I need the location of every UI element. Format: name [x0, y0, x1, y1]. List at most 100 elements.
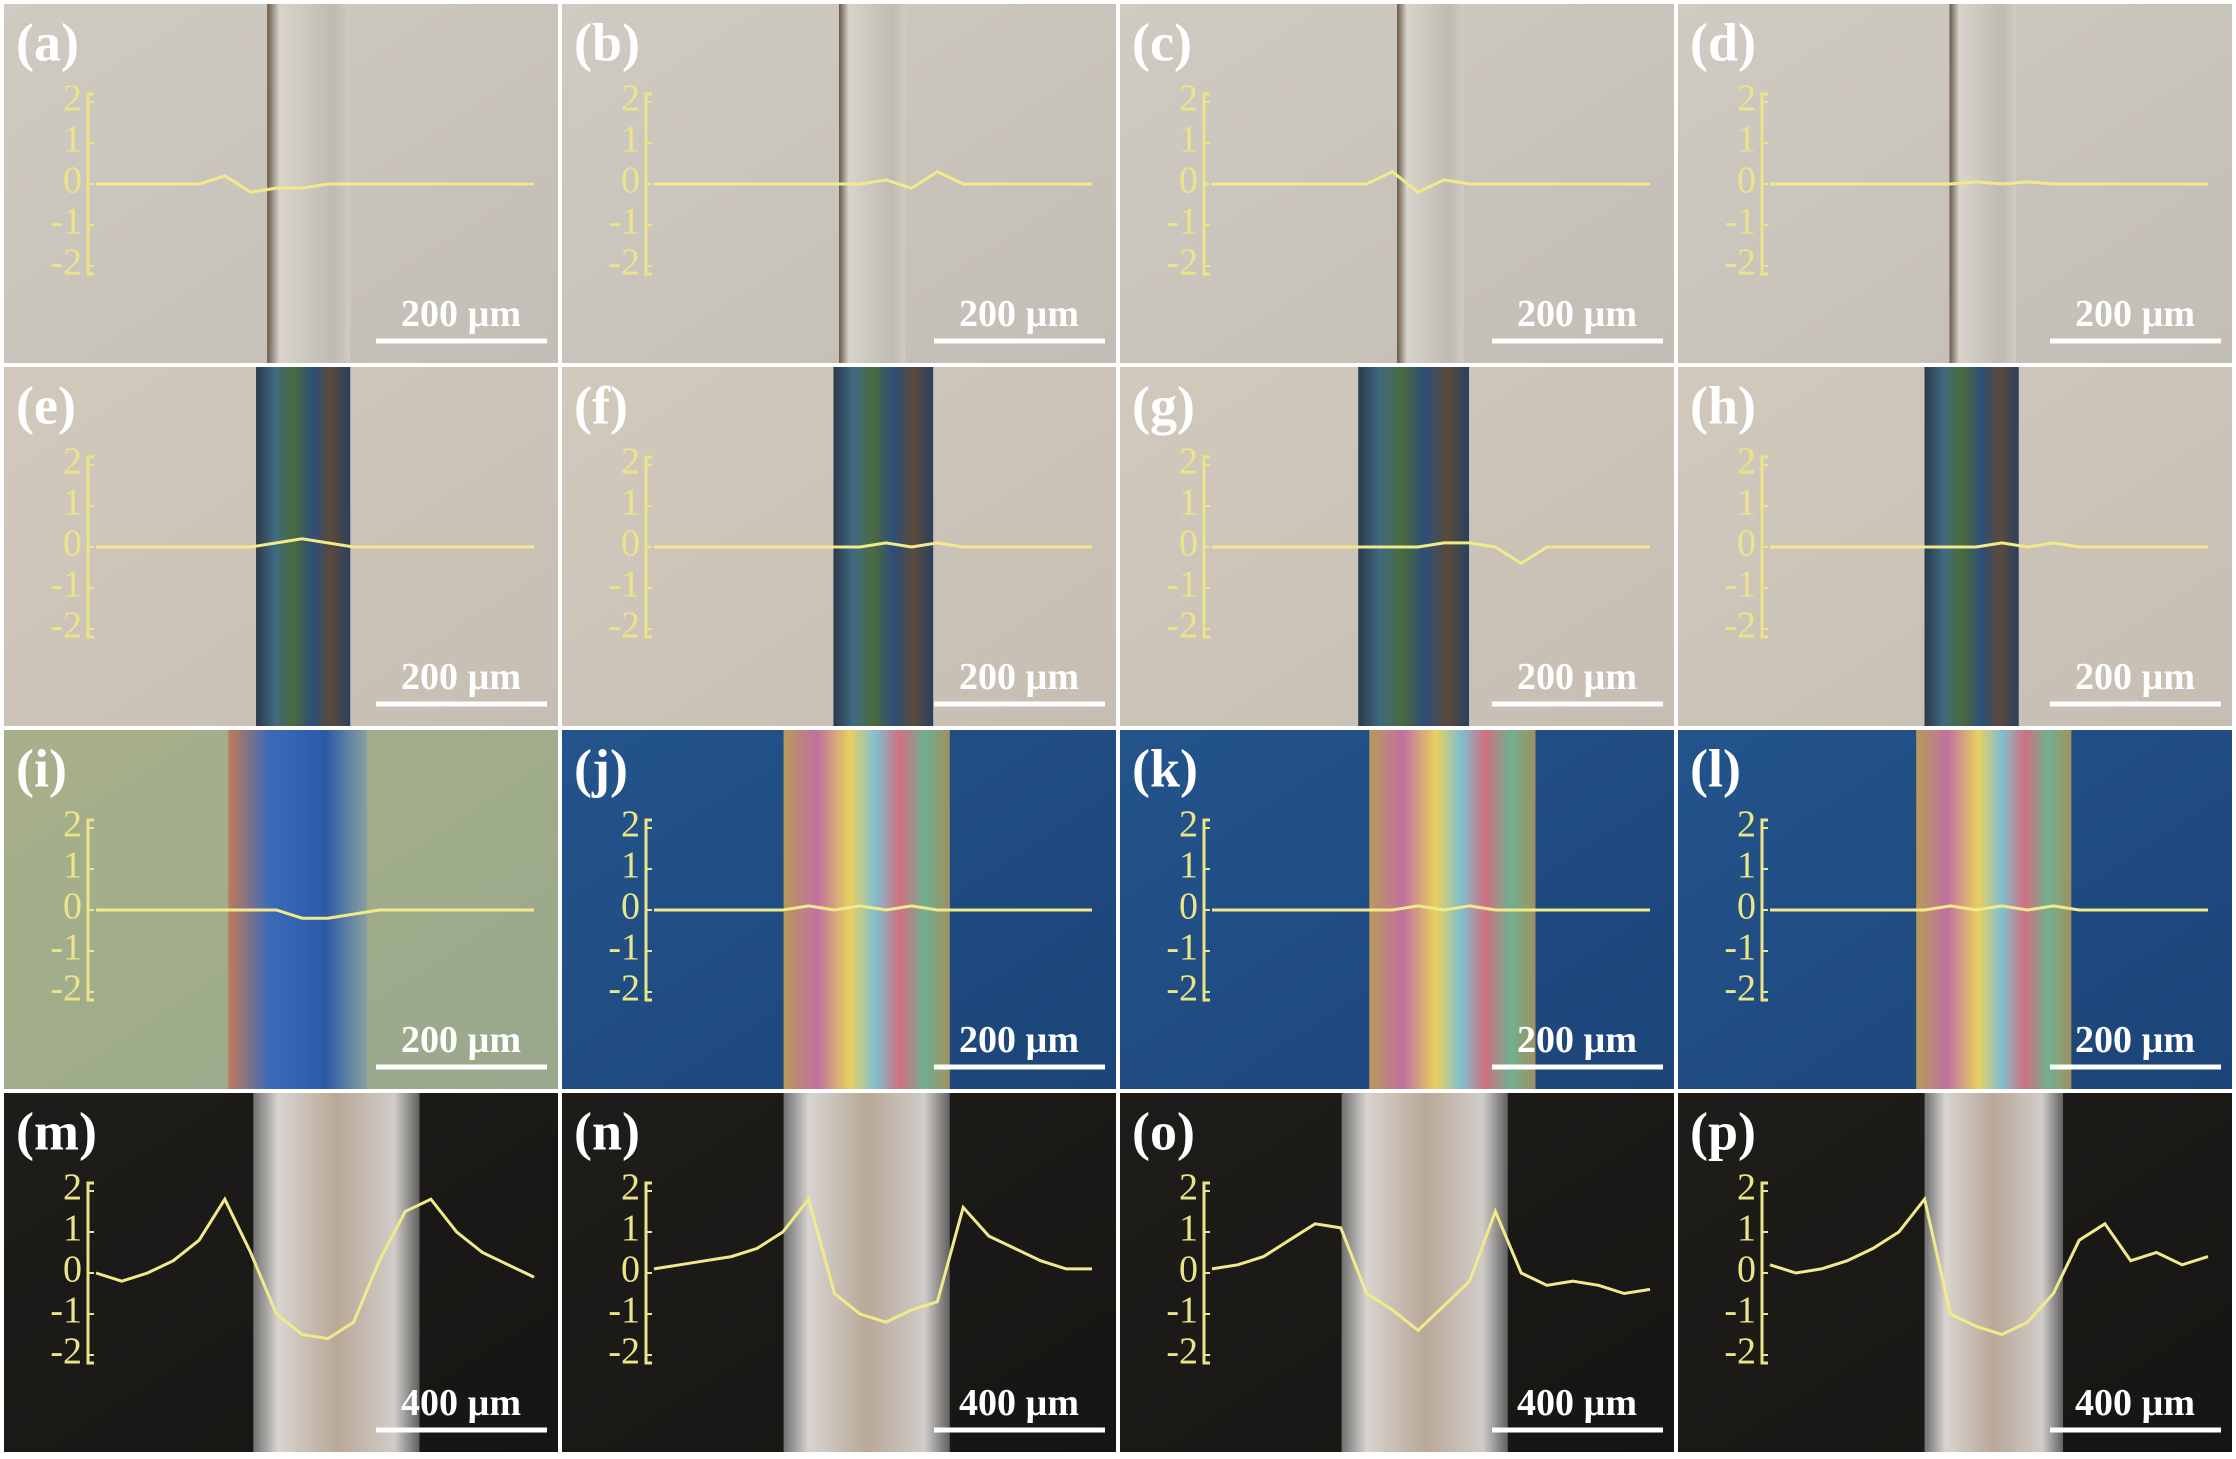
scale-bar-label: 200 µm: [2075, 1019, 2195, 1061]
height-profile: [1212, 904, 1650, 912]
y-tick-label: -2: [50, 242, 82, 284]
y-tick-label: 1: [1179, 845, 1198, 887]
y-tick-label: 1: [63, 1208, 82, 1250]
y-tick-label: -1: [1724, 927, 1756, 969]
y-tick-label: 2: [1179, 441, 1198, 483]
y-tick-label: 0: [1179, 523, 1198, 565]
y-tick-label: -1: [608, 1290, 640, 1332]
y-tick-label: -2: [1724, 242, 1756, 284]
y-tick-label: 2: [1737, 78, 1756, 120]
y-tick-label: 2: [1179, 1167, 1198, 1209]
y-tick-label: 0: [63, 523, 82, 565]
scale-bar-label: 400 µm: [1517, 1382, 1637, 1424]
scale-bar-label: 200 µm: [959, 293, 1079, 335]
panel: (k) 210-1-2 200 µm: [1120, 730, 1674, 1089]
y-tick-label: 0: [1737, 160, 1756, 202]
scale-bar-label: 200 µm: [2075, 293, 2195, 335]
y-tick-label: -2: [608, 605, 640, 647]
height-profile: [96, 908, 534, 920]
y-tick-label: 1: [1737, 482, 1756, 524]
panel: (b) 210-1-2 200 µm: [562, 4, 1116, 363]
scale-bar-label: 400 µm: [401, 1382, 521, 1424]
panel: (c) 210-1-2 200 µm: [1120, 4, 1674, 363]
y-tick-label: -2: [50, 1331, 82, 1373]
y-tick-label: 2: [63, 441, 82, 483]
scale-bar-label: 200 µm: [959, 1019, 1079, 1061]
y-tick-label: -1: [1724, 1290, 1756, 1332]
y-tick-label: 0: [1179, 1249, 1198, 1291]
panel-label: (n): [574, 1101, 640, 1161]
y-tick-label: 0: [63, 1249, 82, 1291]
y-tick-label: -1: [50, 1290, 82, 1332]
panel: (i) 210-1-2 200 µm: [4, 730, 558, 1089]
y-tick-label: -1: [1166, 564, 1198, 606]
panel: (l) 210-1-2 200 µm: [1678, 730, 2232, 1089]
y-tick-label: 2: [621, 441, 640, 483]
height-profile: [1211, 1207, 1651, 1333]
height-profile: [653, 1195, 1092, 1324]
y-tick-label: -2: [608, 968, 640, 1010]
scale-bar-label: 200 µm: [959, 656, 1079, 698]
panel: (g) 210-1-2 200 µm: [1120, 367, 1674, 726]
y-tick-label: 1: [621, 1208, 640, 1250]
y-tick-label: 0: [621, 886, 640, 928]
panel-label: (l): [1690, 738, 1741, 798]
y-tick-label: -2: [1166, 242, 1198, 284]
y-tick-label: -2: [608, 1331, 640, 1373]
y-tick-label: -2: [1724, 605, 1756, 647]
y-tick-label: -1: [1166, 927, 1198, 969]
y-tick-label: 0: [621, 1249, 640, 1291]
y-tick-label: 1: [63, 119, 82, 161]
y-tick-label: 0: [1737, 886, 1756, 928]
y-tick-label: 2: [621, 1167, 640, 1209]
y-tick-label: -1: [50, 927, 82, 969]
y-tick-label: 1: [621, 482, 640, 524]
panel-label: (p): [1690, 1101, 1756, 1161]
height-profile: [1770, 180, 2208, 186]
height-profile: [1770, 541, 2208, 549]
height-profile: [1212, 541, 1650, 566]
y-tick-label: 1: [1179, 482, 1198, 524]
height-profile: [654, 169, 1092, 190]
panel-label: (g): [1132, 375, 1195, 435]
y-tick-label: 1: [63, 482, 82, 524]
panel: (j) 210-1-2 200 µm: [562, 730, 1116, 1089]
height-profile: [96, 537, 534, 549]
y-tick-label: -1: [50, 564, 82, 606]
y-tick-label: -2: [1166, 605, 1198, 647]
y-tick-label: 0: [621, 160, 640, 202]
y-tick-label: 0: [1737, 523, 1756, 565]
y-tick-label: -1: [1724, 201, 1756, 243]
scale-bar-label: 400 µm: [959, 1382, 1079, 1424]
y-tick-label: 2: [1737, 804, 1756, 846]
y-tick-label: 2: [1179, 804, 1198, 846]
y-tick-label: 1: [1737, 1208, 1756, 1250]
y-tick-label: 2: [1737, 1167, 1756, 1209]
panel-label: (i): [16, 738, 67, 798]
y-tick-label: 2: [1179, 78, 1198, 120]
height-profile: [96, 174, 534, 194]
panel: (n) 210-1-2 400 µm: [562, 1093, 1116, 1452]
panel: (e) 210-1-2 200 µm: [4, 367, 558, 726]
y-tick-label: 1: [1737, 119, 1756, 161]
y-tick-label: -2: [608, 242, 640, 284]
y-tick-label: 1: [1179, 1208, 1198, 1250]
y-tick-label: -1: [1166, 1290, 1198, 1332]
y-tick-label: 0: [1179, 886, 1198, 928]
y-tick-label: 1: [1179, 119, 1198, 161]
y-tick-label: 2: [621, 804, 640, 846]
scale-bar-label: 200 µm: [401, 293, 521, 335]
panel: (m) 210-1-2 400 µm: [4, 1093, 558, 1452]
y-tick-label: 0: [63, 160, 82, 202]
height-profile: [654, 904, 1092, 912]
y-tick-label: -2: [50, 605, 82, 647]
panel-label: (e): [16, 375, 76, 435]
panel: (f) 210-1-2 200 µm: [562, 367, 1116, 726]
height-profile: [1770, 904, 2208, 912]
panel-label: (a): [16, 12, 79, 72]
y-tick-label: 0: [63, 886, 82, 928]
y-tick-label: 1: [1737, 845, 1756, 887]
y-tick-label: 1: [63, 845, 82, 887]
y-tick-label: -1: [608, 201, 640, 243]
